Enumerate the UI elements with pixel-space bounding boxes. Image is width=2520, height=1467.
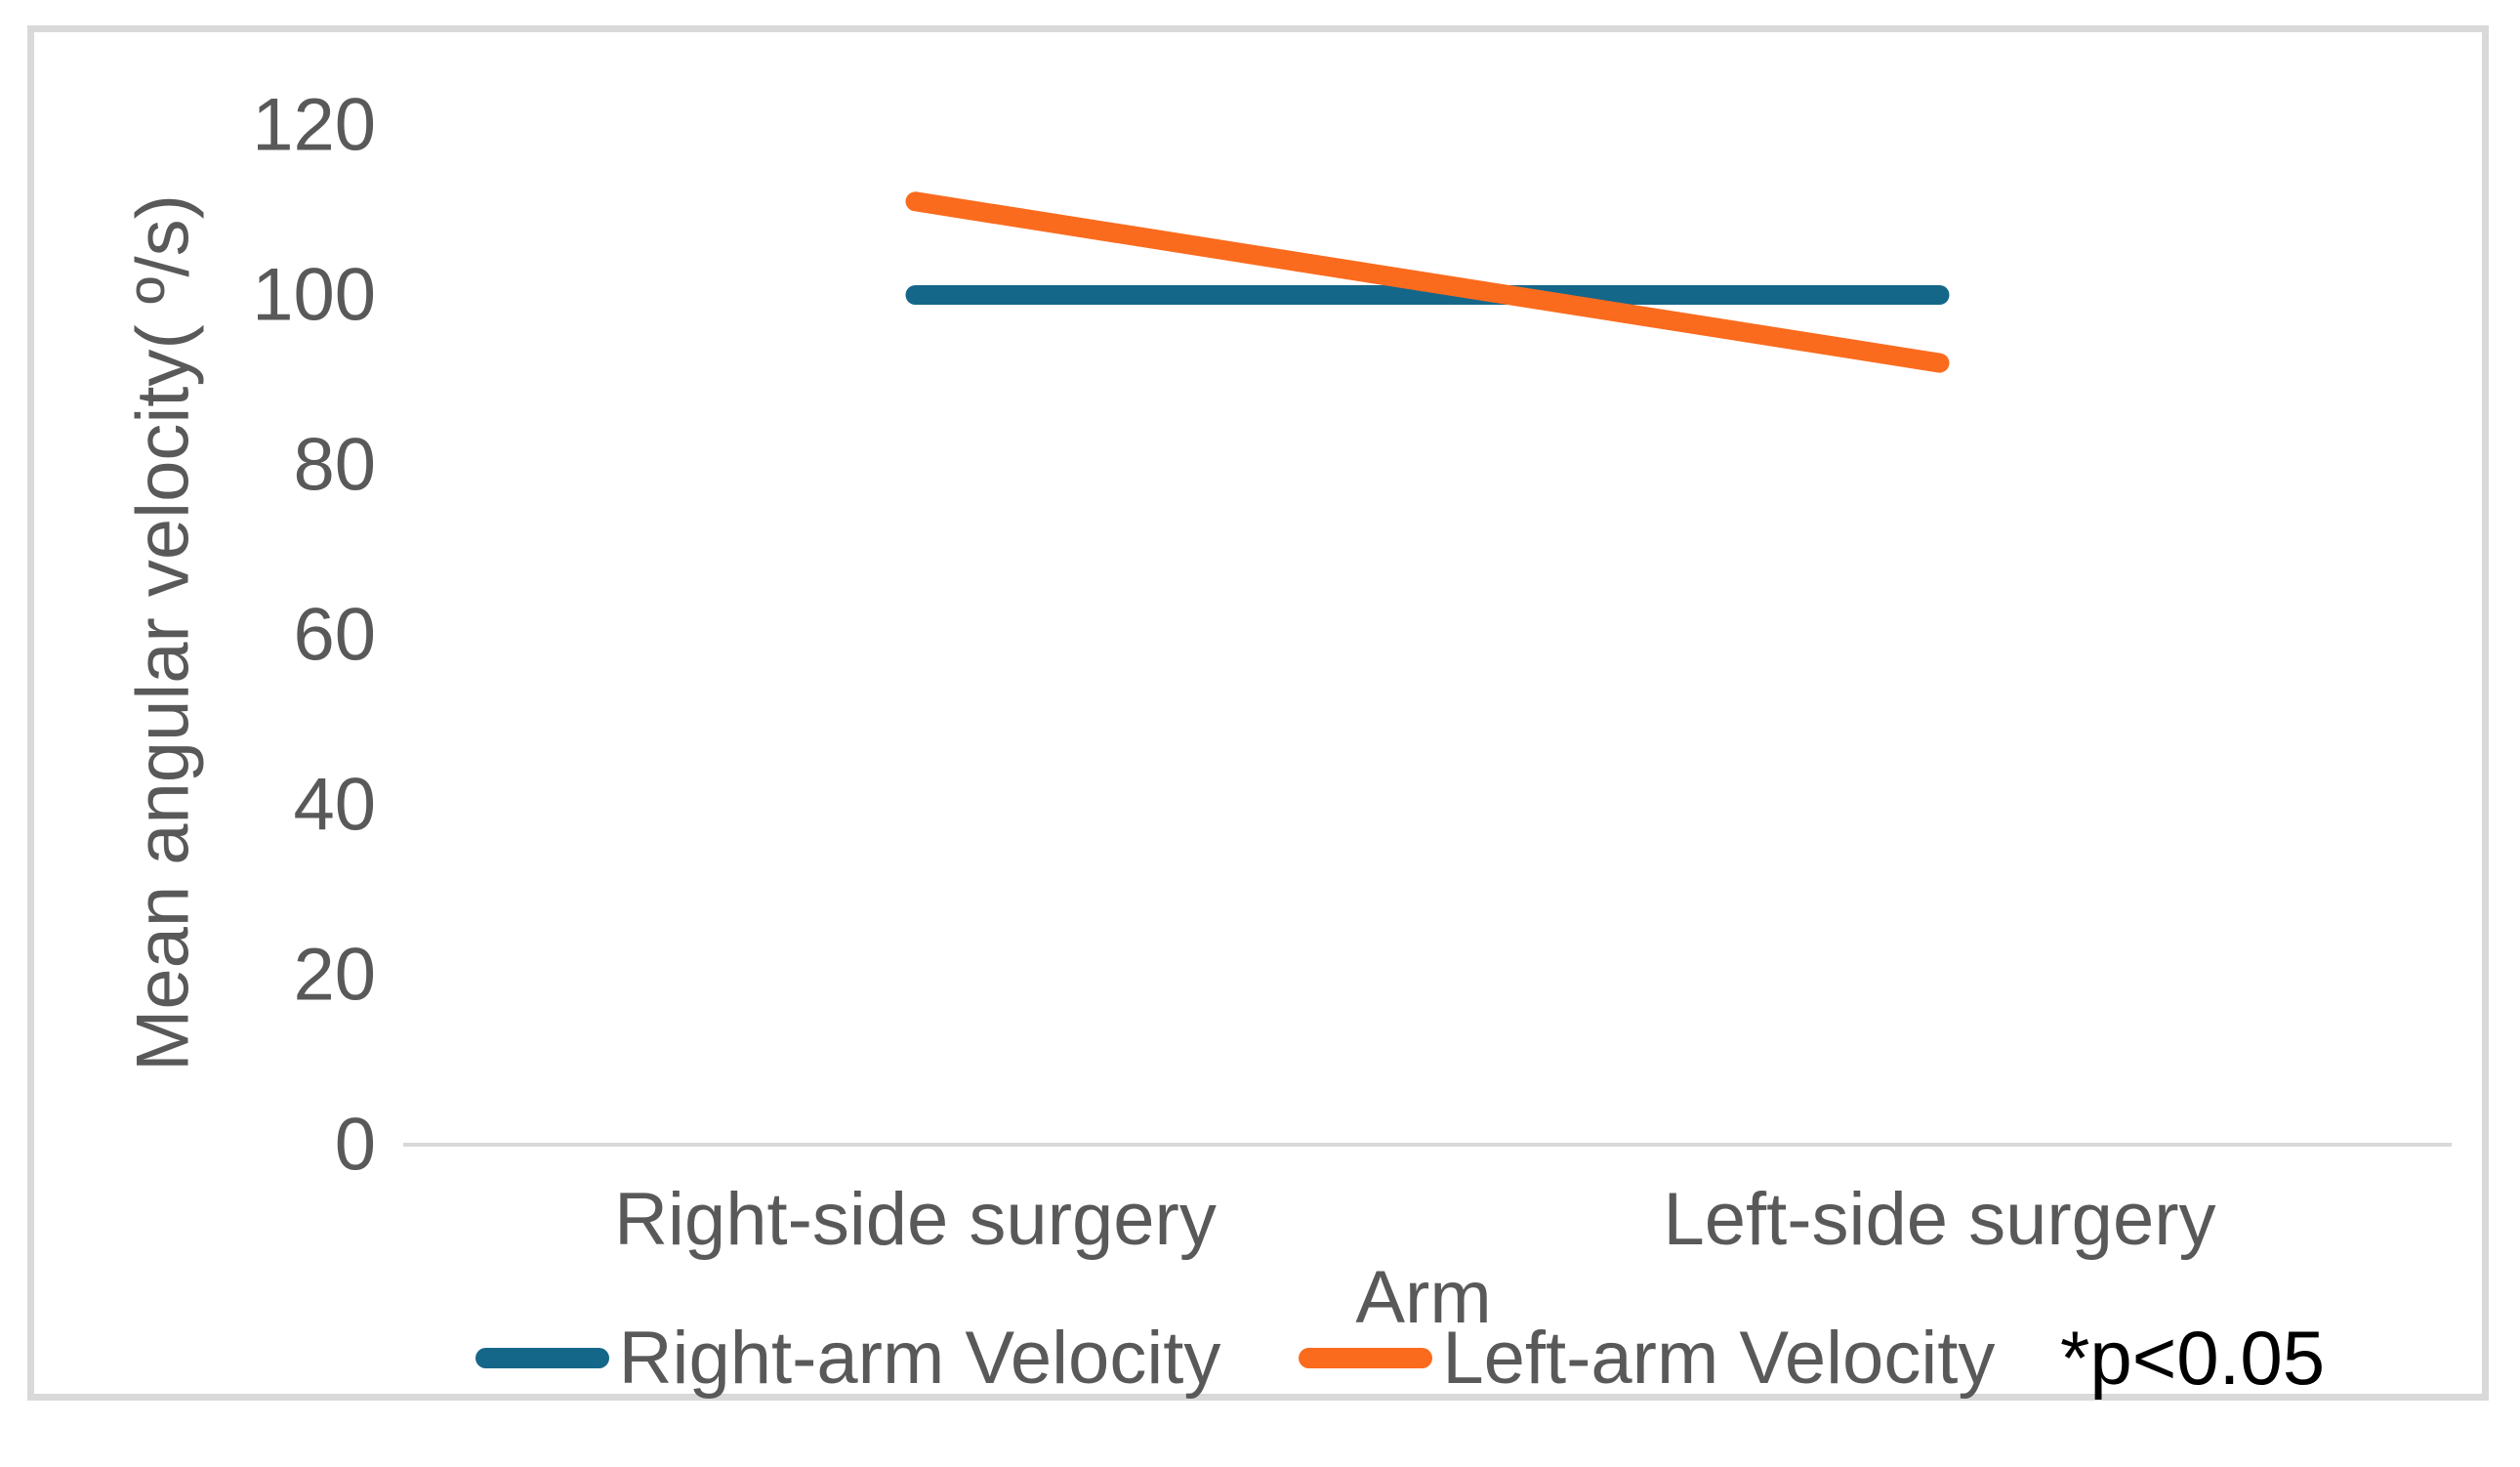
chart-frame: Mean angular velocity( º/s) 120 100 80 60 40… <box>27 25 2489 1401</box>
legend-swatch <box>475 1347 609 1368</box>
y-tick-label: 40 <box>293 763 376 847</box>
x-category-label: Left-side surgery <box>1663 1178 2216 1261</box>
series-line-left-arm-velocity <box>905 191 1950 373</box>
legend-item: Right-arm Velocity <box>475 1316 1221 1401</box>
y-tick-label: 100 <box>252 253 376 337</box>
x-category-label: Right-side surgery <box>614 1178 1217 1261</box>
legend-swatch <box>1299 1347 1433 1368</box>
y-tick-label: 0 <box>334 1103 376 1187</box>
x-axis-line <box>403 1143 2452 1147</box>
plot-area: 120 100 80 60 40 20 0 Right-side surgery Left-s… <box>34 32 2482 1394</box>
y-tick-label: 60 <box>293 593 376 677</box>
y-tick-label: 80 <box>293 423 376 507</box>
legend-item: Left-arm Velocity <box>1299 1316 1995 1401</box>
significance-annotation: *p<0.05 <box>2060 1314 2326 1401</box>
x-axis-title: Arm <box>1355 1256 1492 1339</box>
legend-label: Left-arm Velocity <box>1442 1316 1996 1400</box>
y-tick-label: 120 <box>252 83 376 167</box>
y-tick-label: 20 <box>293 933 376 1017</box>
legend: Right-arm Velocity Left-arm Velocity <box>405 1314 2065 1402</box>
legend-label: Right-arm Velocity <box>618 1316 1221 1400</box>
